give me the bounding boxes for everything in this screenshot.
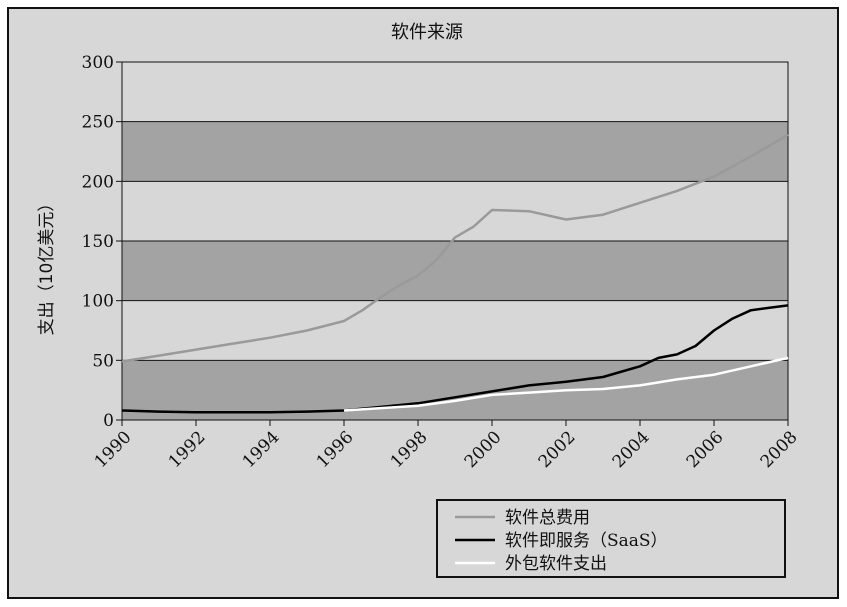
series-line [121, 133, 789, 363]
x-tick-label: 2002 [535, 427, 580, 472]
x-tick-label: 1994 [239, 427, 284, 472]
legend-label: 软件即服务（SaaS） [505, 531, 668, 551]
x-tick-label: 1990 [91, 427, 136, 472]
plot-band [122, 181, 788, 241]
x-tick-label: 2000 [461, 427, 506, 472]
x-tick-label: 1992 [165, 427, 210, 472]
y-tick-label: 0 [103, 411, 114, 431]
chart-title: 软件来源 [391, 22, 463, 43]
plot-band [122, 62, 788, 122]
y-tick-label: 100 [82, 292, 114, 312]
y-tick-label: 200 [82, 172, 114, 192]
y-axis-label: 支出（10亿美元） [37, 195, 57, 336]
x-tick-label: 1996 [313, 427, 358, 472]
y-tick-label: 50 [92, 351, 114, 371]
x-tick-label: 2008 [757, 427, 802, 472]
plot-band [122, 241, 788, 301]
x-tick-label: 2004 [609, 427, 654, 472]
y-tick-label: 300 [82, 53, 114, 73]
x-tick-label: 1998 [387, 427, 432, 472]
y-tick-label: 150 [82, 232, 114, 252]
plot-band [122, 360, 788, 420]
legend-label: 软件总费用 [505, 508, 590, 528]
x-tick-label: 2006 [683, 427, 728, 472]
plot-band [122, 300, 788, 361]
series-line [343, 356, 789, 412]
plot-band [122, 121, 788, 182]
y-tick-label: 250 [82, 113, 114, 133]
series-line [121, 304, 789, 414]
legend-label: 外包软件支出 [505, 554, 607, 574]
